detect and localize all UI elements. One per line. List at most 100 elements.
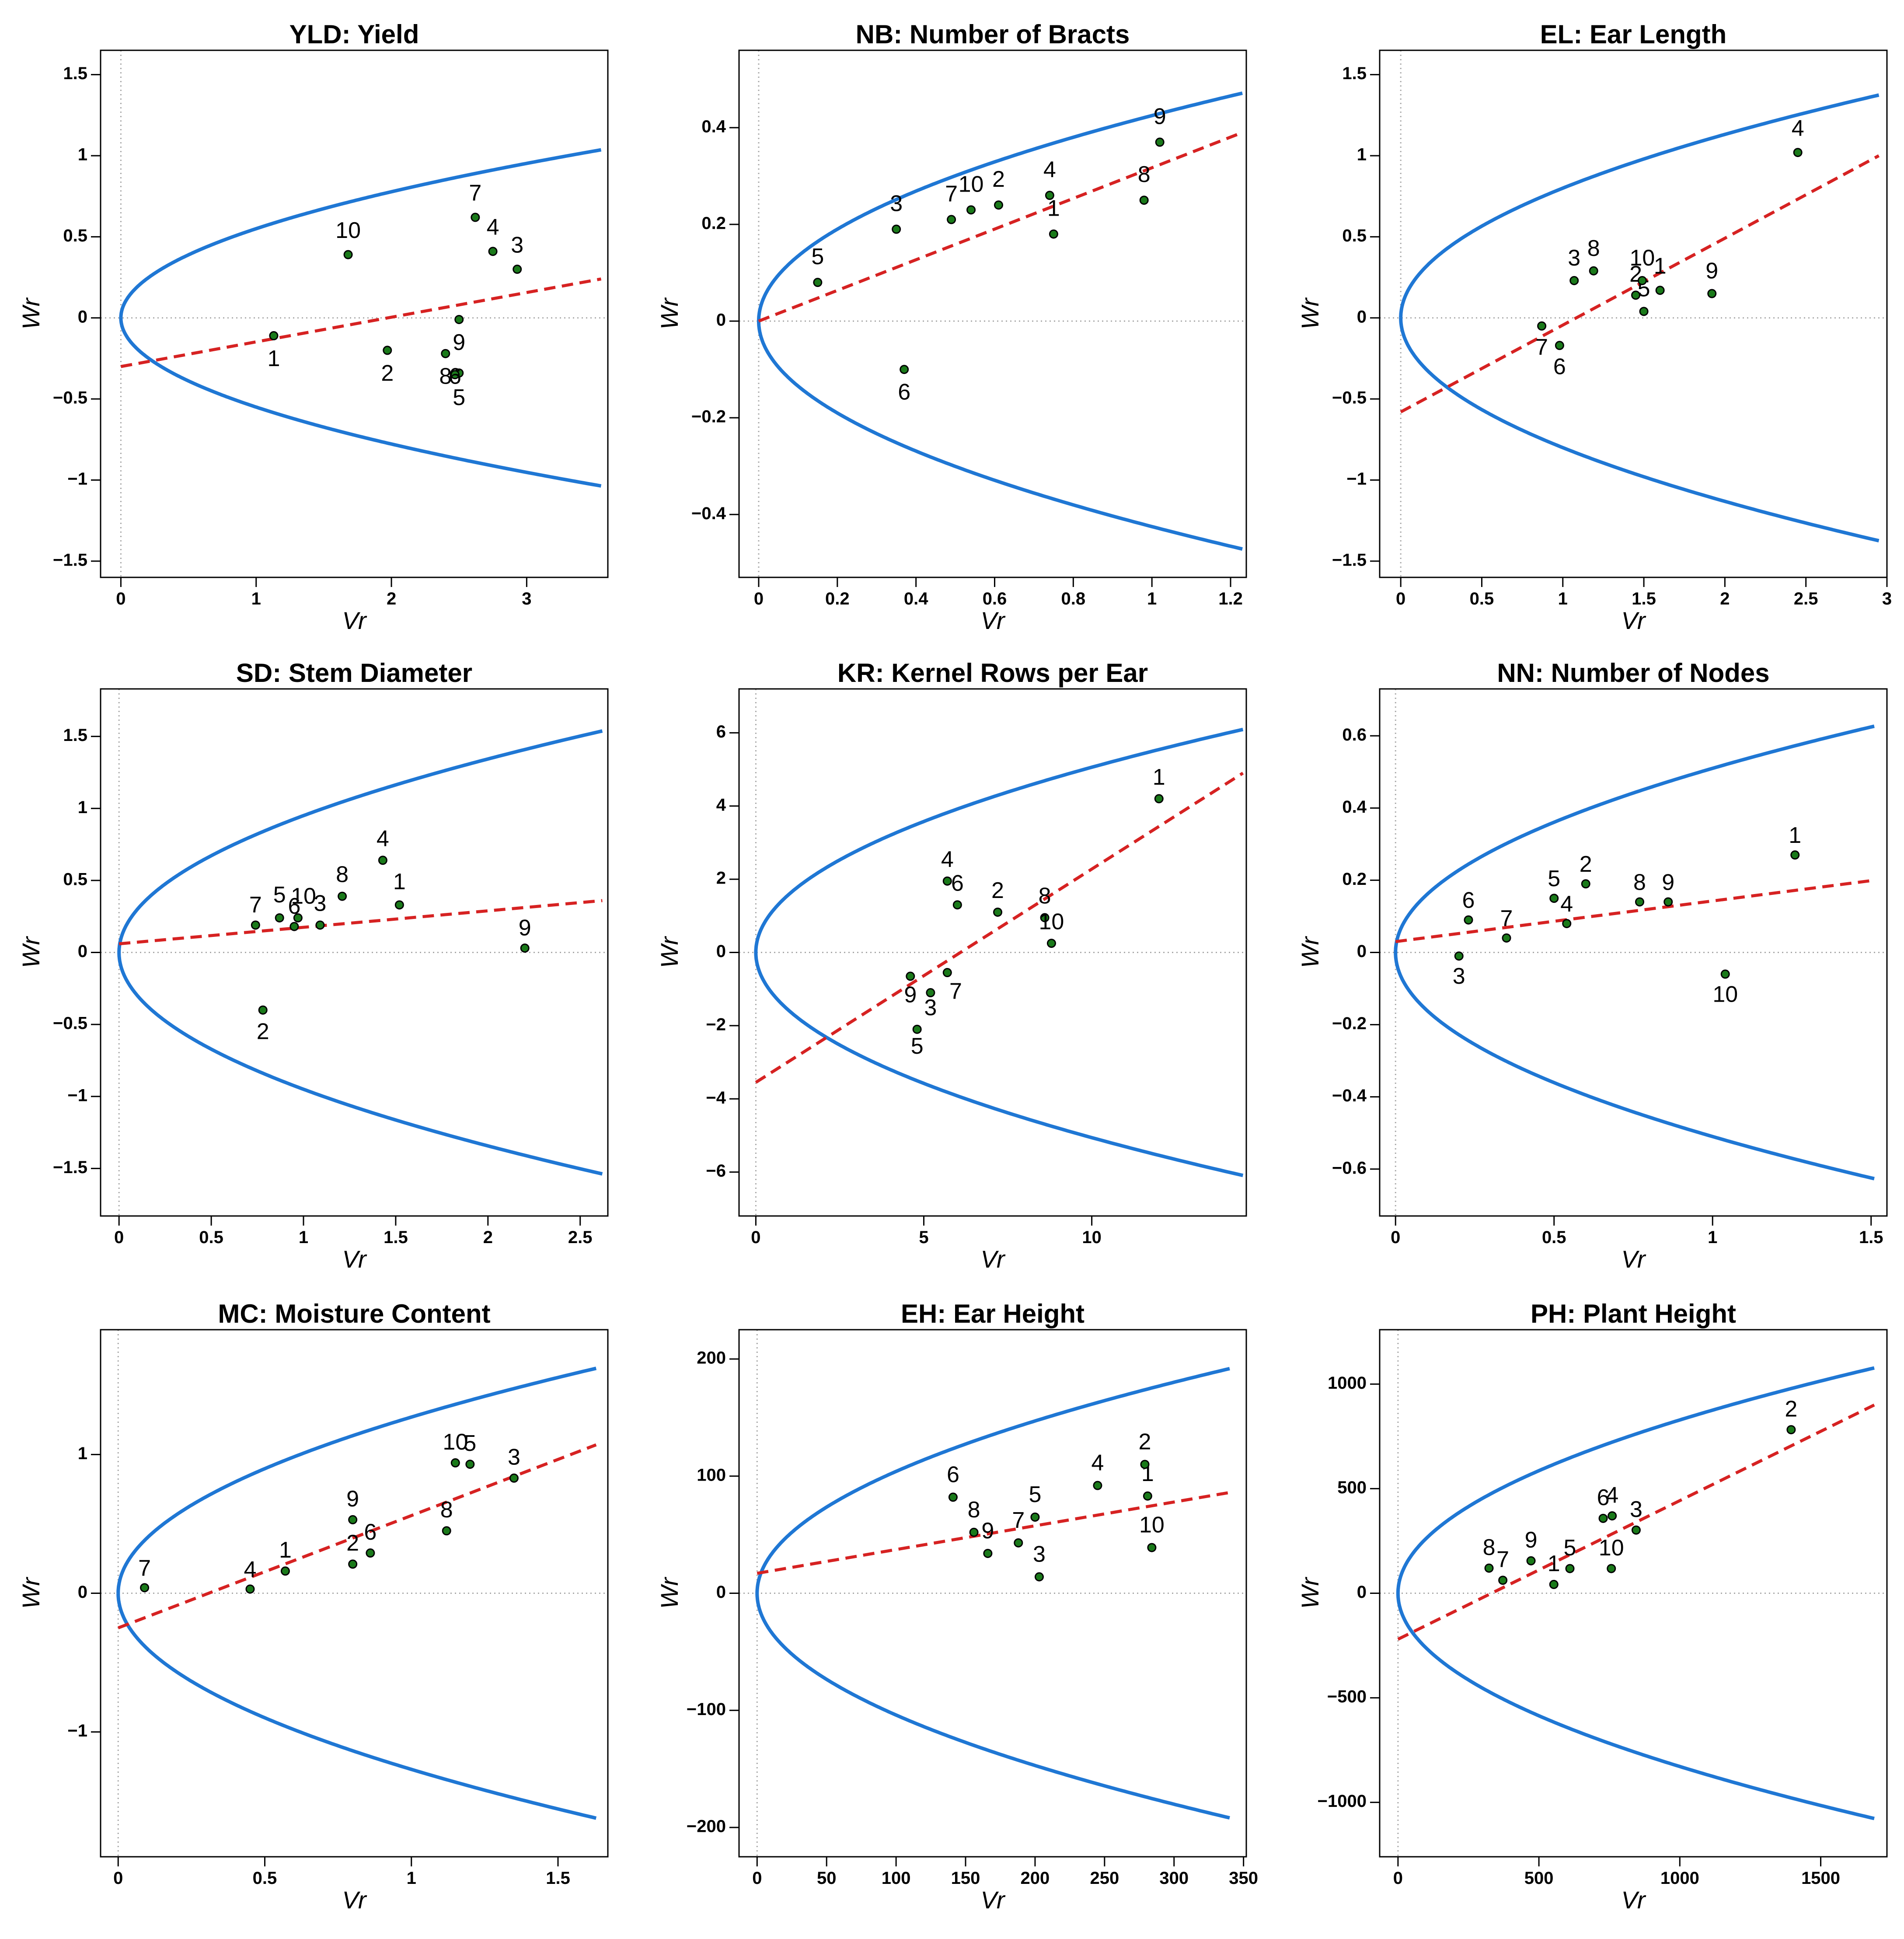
x-axis-label: Vr <box>342 1886 367 1914</box>
point-label: 1 <box>1153 765 1165 790</box>
x-tick-label: 1 <box>407 1869 416 1888</box>
y-tick-label: 1.5 <box>63 64 87 83</box>
point-label: 10 <box>291 884 316 909</box>
data-point <box>1484 1563 1494 1573</box>
y-tick-label: 0.5 <box>1342 226 1367 245</box>
point-label: 9 <box>981 1518 994 1544</box>
data-point <box>343 250 353 259</box>
point-label: 4 <box>1091 1450 1104 1476</box>
x-tick-label: 2 <box>1720 589 1730 608</box>
y-tick-label: 1.5 <box>63 726 87 745</box>
point-label: 4 <box>244 1557 257 1582</box>
data-point <box>1526 1556 1536 1565</box>
y-tick-label: −1.5 <box>53 1158 87 1177</box>
data-point <box>1549 894 1559 903</box>
x-axis-label: Vr <box>1622 1886 1646 1914</box>
x-tick-label: 0 <box>114 1228 124 1247</box>
x-tick-label: 0.8 <box>1061 589 1086 608</box>
data-point <box>1569 276 1579 285</box>
x-tick-label: 1.5 <box>384 1228 408 1247</box>
x-tick-label: 0.2 <box>825 589 850 608</box>
data-point <box>1565 1564 1575 1573</box>
data-point <box>1607 1564 1616 1573</box>
x-tick-label: 200 <box>1021 1869 1050 1888</box>
y-tick-label: −1 <box>67 1086 87 1105</box>
regression-line <box>1395 878 1875 943</box>
y-tick-label: −0.6 <box>1332 1158 1367 1177</box>
y-tick-label: 0.6 <box>1342 725 1367 744</box>
data-point <box>245 1584 255 1594</box>
data-point <box>1707 289 1717 298</box>
data-point <box>1454 951 1464 961</box>
y-tick-label: −1.5 <box>53 550 87 569</box>
x-tick-label: 3 <box>1882 589 1892 608</box>
data-point <box>900 365 909 374</box>
y-tick-label: 0 <box>1357 942 1367 961</box>
data-point <box>1639 307 1649 316</box>
data-point <box>1555 341 1564 350</box>
point-label: 10 <box>1039 909 1064 934</box>
chart-title: NB: Number of Bracts <box>856 20 1130 49</box>
data-point <box>892 224 901 234</box>
data-point <box>1663 897 1673 907</box>
point-label: 6 <box>898 380 910 405</box>
chart-title: NN: Number of Nodes <box>1497 658 1769 688</box>
point-label: 1 <box>1548 1551 1560 1576</box>
y-axis-label: Wr <box>17 297 45 329</box>
point-label: 8 <box>1587 236 1600 261</box>
point-label: 7 <box>1496 1547 1509 1572</box>
point-label: 6 <box>1597 1485 1610 1510</box>
data-point <box>378 856 387 865</box>
y-tick-label: 500 <box>1337 1478 1367 1497</box>
x-tick-label: 0 <box>1396 589 1405 608</box>
x-tick-label: 1.5 <box>546 1869 570 1888</box>
point-label: 2 <box>992 167 1005 192</box>
limiting-parabola-upper <box>119 148 602 318</box>
data-point <box>813 278 823 287</box>
x-tick-label: 100 <box>882 1869 911 1888</box>
y-tick-label: −200 <box>687 1817 726 1836</box>
point-label: 7 <box>1500 906 1513 931</box>
x-tick-label: 1 <box>1147 589 1157 608</box>
data-point <box>1537 321 1547 331</box>
point-label: 10 <box>335 218 361 243</box>
y-tick-label: −0.5 <box>53 388 87 408</box>
y-tick-label: 0.2 <box>701 214 726 233</box>
point-label: 8 <box>440 1497 453 1523</box>
point-label: 3 <box>511 232 523 258</box>
data-point <box>948 1492 958 1502</box>
point-label: 9 <box>1154 104 1166 129</box>
x-tick-label: 0.5 <box>1542 1228 1566 1247</box>
data-point <box>1608 1511 1617 1521</box>
x-tick-label: 0.5 <box>1470 589 1494 608</box>
limiting-parabola-lower <box>116 1593 597 1820</box>
y-tick-label: 1 <box>1357 145 1367 164</box>
y-tick-label: −500 <box>1327 1687 1367 1706</box>
point-label: 4 <box>1792 115 1804 141</box>
y-tick-label: −1 <box>67 1721 87 1740</box>
data-point <box>280 1566 290 1576</box>
y-tick-label: −6 <box>706 1161 726 1181</box>
data-point <box>509 1473 519 1483</box>
data-point <box>1046 939 1056 948</box>
regression-line <box>1397 1404 1875 1641</box>
y-tick-label: 0 <box>716 942 726 961</box>
data-point <box>1143 1491 1152 1501</box>
data-point <box>315 920 325 930</box>
limiting-parabola-lower <box>119 318 602 488</box>
y-tick-label: −0.4 <box>1332 1086 1367 1105</box>
chart-title: YLD: Yield <box>289 20 419 49</box>
data-point <box>1498 1576 1508 1585</box>
y-axis-label: Wr <box>1296 1576 1324 1609</box>
x-tick-label: 1000 <box>1660 1869 1699 1888</box>
point-label: 5 <box>911 1034 924 1059</box>
limiting-parabola-lower <box>117 952 603 1176</box>
data-point <box>348 1559 358 1569</box>
y-tick-label: 0.5 <box>63 870 87 889</box>
data-point <box>1655 286 1665 295</box>
y-tick-label: −1 <box>67 469 87 489</box>
y-tick-label: −0.2 <box>691 407 726 426</box>
y-tick-label: −2 <box>706 1015 726 1034</box>
